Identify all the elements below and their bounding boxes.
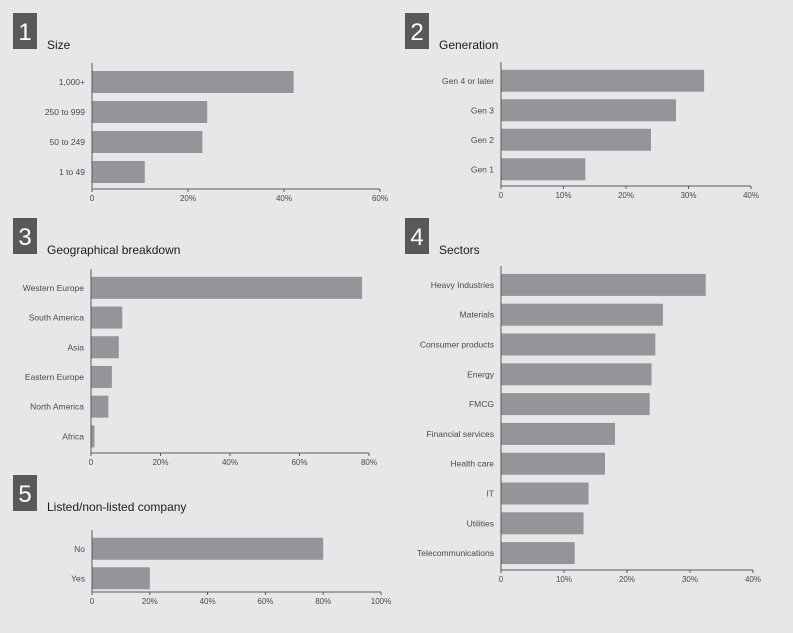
chart-number-badge [13,218,37,254]
bar [92,537,324,560]
chart-number-badge [13,13,37,49]
bar [91,395,109,418]
x-tick-label: 0 [499,575,504,584]
bar [91,306,123,329]
category-label: Telecommunications [417,548,494,558]
x-tick-label: 60% [372,194,388,203]
category-label: Utilities [467,518,494,528]
x-tick-label: 20% [152,458,168,467]
chart-number: 5 [18,481,31,508]
category-label: Health care [451,459,495,469]
bar [91,336,119,359]
bar [501,158,586,181]
chart-number: 4 [410,224,423,251]
x-tick-label: 100% [371,597,391,606]
x-tick-label: 60% [257,597,273,606]
chart-title: Size [47,38,71,52]
bar [92,101,208,123]
chart-title: Generation [439,38,498,52]
x-tick-label: 0 [90,597,95,606]
x-tick-label: 10% [555,191,571,200]
category-label: Financial services [426,429,494,439]
category-label: Yes [71,573,85,583]
category-label: North America [30,402,84,412]
bar [501,452,605,475]
bar [92,71,294,93]
category-label: FMCG [469,399,494,409]
chart-number-badge [405,13,429,49]
x-tick-label: 30% [682,575,698,584]
bar [501,69,705,92]
bar [91,365,112,388]
bar [501,128,651,151]
chart-1: 1 Size 1,000+ 250 to 999 50 to 249 1 to 49 0 20… [13,13,388,203]
x-tick-label: 40% [276,194,292,203]
chart-title: Geographical breakdown [47,243,180,257]
chart-4: 4 Sectors Heavy Industries Materials Consume… [405,218,761,584]
x-tick-label: 40% [743,191,759,200]
x-tick-label: 80% [361,458,377,467]
chart-5: 5 Listed/non-listed company No Yes 0 20% 40% 60… [13,475,391,606]
chart-number: 3 [18,224,31,251]
x-tick-label: 30% [680,191,696,200]
category-label: Materials [460,310,494,320]
category-label: South America [29,313,85,323]
bar [501,393,650,416]
x-tick-label: 0 [89,458,94,467]
chart-number: 1 [18,19,31,46]
chart-number-badge [13,475,37,511]
bar [501,99,676,122]
category-label: IT [486,489,494,499]
category-label: Consumer products [420,340,494,350]
x-tick-label: 20% [142,597,158,606]
chart-2: 2 Generation Gen 4 or later Gen 3 Gen 2 Gen 1… [405,13,759,200]
category-label: No [74,544,85,554]
category-label: Heavy Industries [431,280,494,290]
category-label: Gen 2 [471,135,494,145]
bar [501,303,663,326]
bar [501,512,584,535]
bar [92,131,203,153]
category-label: Gen 3 [471,105,494,115]
x-tick-label: 20% [619,575,635,584]
bar [501,422,616,445]
x-tick-label: 40% [200,597,216,606]
bar [501,482,589,505]
category-label: Asia [67,342,84,352]
bar [501,273,706,296]
x-tick-label: 60% [291,458,307,467]
x-tick-label: 0 [499,191,504,200]
x-tick-label: 20% [180,194,196,203]
x-tick-label: 10% [556,575,572,584]
category-label: Gen 4 or later [442,76,494,86]
x-tick-label: 80% [315,597,331,606]
x-tick-label: 40% [222,458,238,467]
category-label: 1 to 49 [59,167,85,177]
x-tick-label: 40% [745,575,761,584]
bar [501,363,652,386]
category-label: Energy [467,369,495,379]
bar [91,276,363,299]
chart-number: 2 [410,19,423,46]
x-tick-label: 0 [90,194,95,203]
chart-title: Sectors [439,243,480,257]
category-label: Gen 1 [471,164,494,174]
category-label: Western Europe [23,283,85,293]
bar [501,542,575,565]
category-label: 50 to 249 [50,137,86,147]
category-label: 1,000+ [59,77,85,87]
bar [92,161,145,183]
category-label: 250 to 999 [45,107,85,117]
x-tick-label: 20% [618,191,634,200]
category-label: Eastern Europe [25,372,84,382]
bar [92,567,150,590]
bar [91,425,95,448]
bar [501,333,656,356]
chart-title: Listed/non-listed company [47,500,186,514]
category-label: Africa [62,431,84,441]
chart-number-badge [405,218,429,254]
chart-3: 3 Geographical breakdown Western Europe Sou… [13,218,377,467]
